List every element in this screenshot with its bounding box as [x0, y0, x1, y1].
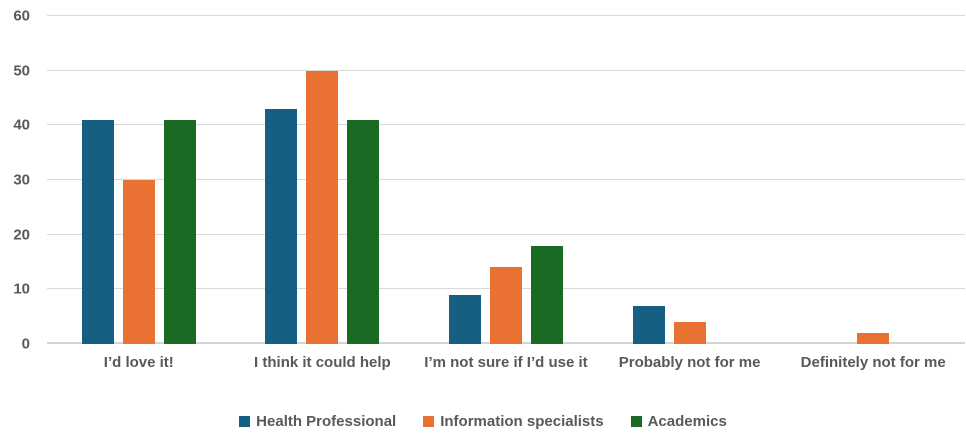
bar-health-professional: [81, 119, 114, 344]
bar-groups: [47, 16, 965, 344]
bar-group: [598, 16, 782, 344]
gridline: [47, 233, 965, 235]
x-axis: I’d love it! I think it could help I’m not…: [47, 352, 965, 373]
legend-swatch-icon: [630, 416, 642, 427]
bar-academics: [163, 119, 196, 344]
legend-item-information-specialists: Information specialists: [423, 413, 604, 430]
legend-label: Health Professional: [256, 413, 397, 430]
bar-information-specialists: [673, 322, 706, 344]
plot-area: [47, 15, 965, 344]
y-tick-label: 20: [13, 226, 30, 244]
bar-information-specialists: [489, 267, 522, 344]
x-category-label: I’d love it!: [103, 354, 174, 371]
legend-swatch-icon: [239, 416, 251, 427]
y-tick-label: 40: [13, 116, 30, 134]
bar-group: [47, 16, 231, 344]
x-category-label: I think it could help: [254, 354, 391, 371]
legend-item-academics: Academics: [630, 413, 727, 430]
legend-label: Academics: [647, 413, 727, 430]
y-tick-label: 0: [21, 335, 30, 353]
bar-information-specialists: [857, 333, 890, 344]
bar-group: [414, 16, 598, 344]
legend-item-health-professional: Health Professional: [239, 414, 396, 429]
bar-academics: [347, 119, 380, 344]
x-category-label: I’m not sure if I’d use it: [424, 354, 588, 371]
y-tick-label: 30: [13, 171, 30, 189]
y-tick-label: 50: [13, 62, 30, 80]
legend-swatch-icon: [423, 416, 435, 427]
bar-academics: [530, 245, 563, 344]
gridline: [47, 69, 965, 71]
y-tick-label: 10: [13, 280, 30, 298]
gridline: [47, 124, 965, 126]
legend: Health Professional Information specialis…: [0, 414, 966, 429]
bar-group: [231, 16, 415, 344]
gridline: [47, 179, 965, 180]
gridline: [47, 15, 965, 16]
bar-group: [781, 16, 965, 344]
bar-health-professional: [448, 294, 481, 344]
legend-label: Information specialists: [440, 413, 604, 430]
bar-health-professional: [265, 108, 298, 344]
y-axis: 0 10 20 30 40 50 60: [0, 9, 30, 352]
x-category-label: Definitely not for me: [800, 354, 946, 371]
x-category-label: Probably not for me: [618, 354, 761, 371]
y-tick-label: 60: [13, 7, 30, 25]
bar-information-specialists: [306, 70, 339, 344]
bar-health-professional: [632, 305, 665, 344]
bar-information-specialists: [122, 180, 155, 344]
